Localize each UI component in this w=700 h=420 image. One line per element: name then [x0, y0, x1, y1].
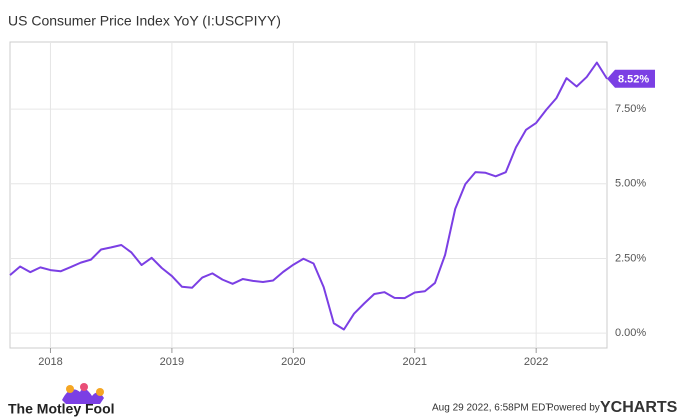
- y-tick-label: 7.50%: [615, 103, 646, 115]
- line-series: [9, 61, 608, 331]
- value-badge: [607, 69, 655, 88]
- x-tick-label: 2020: [281, 356, 305, 368]
- x-tick-label: 2021: [403, 356, 427, 368]
- timestamp: Aug 29 2022, 6:58PM EDT.: [432, 403, 553, 414]
- y-tick-label: 5.00%: [615, 178, 646, 190]
- powered-by: Powered by: [547, 403, 600, 414]
- provider: YCHARTS: [600, 399, 678, 416]
- brand: The Motley Fool: [8, 401, 115, 417]
- value-label: 8.52%: [618, 74, 649, 86]
- chart-title: US Consumer Price Index YoY (I:USCPIYY): [8, 13, 281, 29]
- y-tick-label: 2.50%: [615, 252, 646, 264]
- plot-frame: [9, 41, 608, 349]
- y-tick-label: 0.00%: [615, 327, 646, 339]
- x-tick-label: 2018: [38, 356, 62, 368]
- x-tick-label: 2019: [160, 356, 184, 368]
- motley-fool-logo: [62, 383, 104, 404]
- x-tick-label: 2022: [524, 356, 548, 368]
